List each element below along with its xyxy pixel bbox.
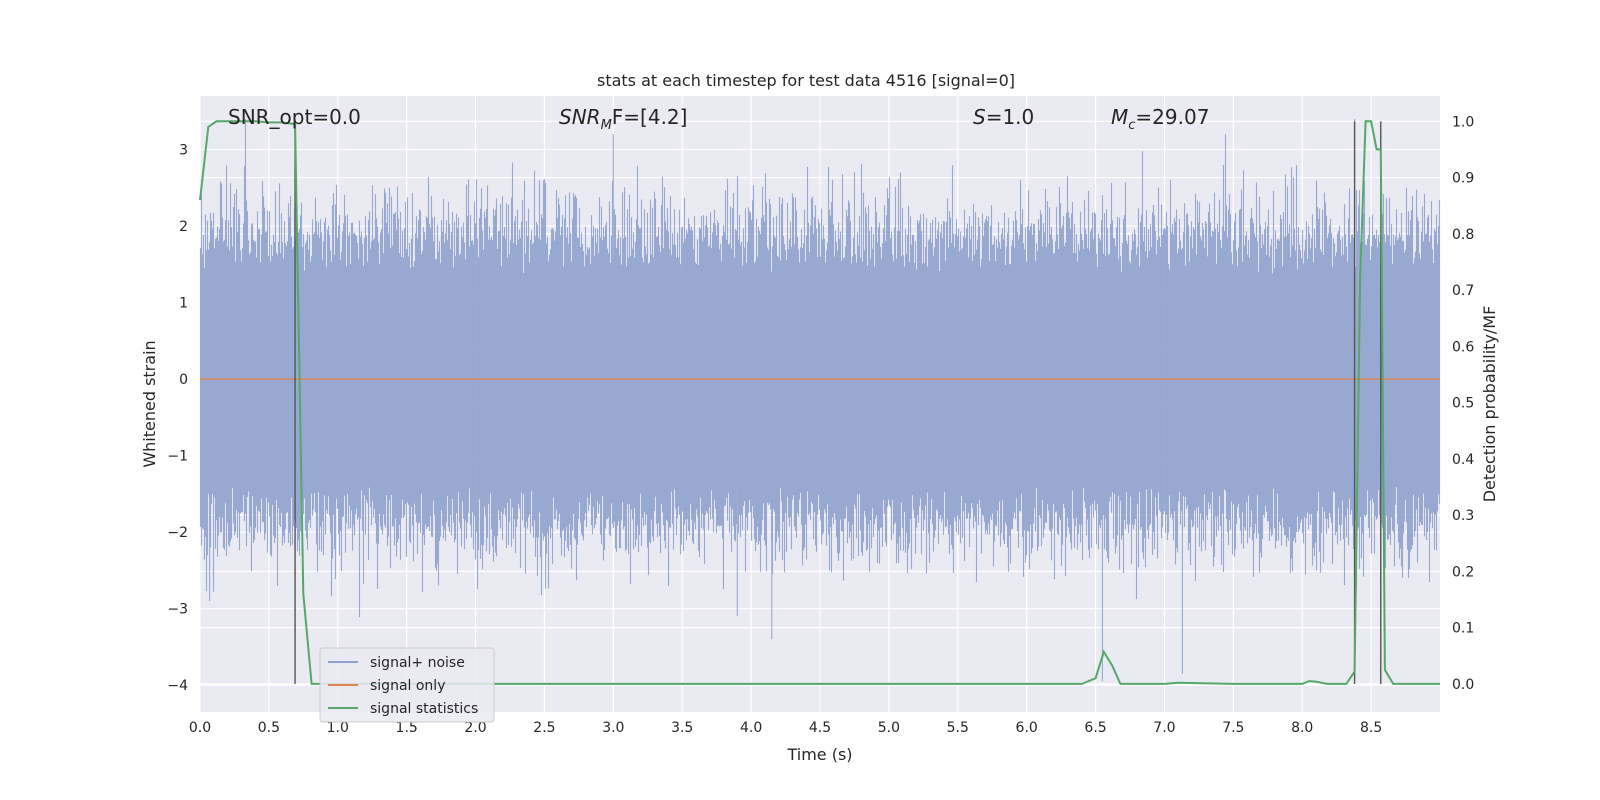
annotation-snr-opt: SNR_opt=0.0 (228, 105, 361, 129)
y2-tick-label: 0.6 (1452, 339, 1474, 355)
legend-label-signal: signal only (370, 678, 445, 694)
y-tick-label: −1 (167, 449, 188, 465)
legend-label-noise: signal+ noise (370, 655, 465, 671)
y2-axis-label: Detection probability/MF (1480, 306, 1499, 503)
legend-label-stats: signal statistics (370, 701, 478, 717)
annotation-mc-base: M (1111, 105, 1128, 129)
y2-tick-label: 0.4 (1452, 452, 1474, 468)
y2-tick-label: 0.1 (1452, 621, 1474, 637)
y-tick-label: 1 (179, 296, 188, 312)
x-tick-label: 3.0 (602, 720, 624, 736)
x-tick-label: 4.0 (740, 720, 762, 736)
signal-statistics-series (199, 120, 1440, 685)
y-tick-label: −4 (167, 678, 188, 694)
x-tick-label: 4.5 (809, 720, 831, 736)
y-tick-labels: −4 −3 −2 −1 0 1 2 3 (167, 143, 188, 695)
annotation-s-value: =1.0 (986, 105, 1035, 129)
y-tick-label: −3 (167, 602, 188, 618)
x-tick-label: 8.5 (1360, 720, 1382, 736)
x-tick-label: 6.5 (1084, 720, 1106, 736)
legend-box (319, 647, 495, 723)
y-tick-label: 0 (179, 372, 188, 388)
x-tick-label: 0.0 (189, 720, 211, 736)
y2-tick-label: 0.8 (1452, 227, 1474, 243)
legend: signal+ noise signal only signal statist… (319, 647, 495, 723)
annotation-mc: Mc=29.07 (1111, 105, 1209, 133)
annotation-mc-value: =29.07 (1135, 105, 1209, 129)
x-tick-label: 2.5 (533, 720, 555, 736)
x-tick-label: 1.0 (327, 720, 349, 736)
y-tick-label: −2 (167, 525, 188, 541)
annotation-snr-mf-tail: F=[4.2] (612, 105, 688, 129)
y2-tick-label: 0.5 (1452, 396, 1474, 412)
annotation-snr-mf-base: SNR (559, 105, 601, 129)
y2-tick-labels: 0.0 0.1 0.2 0.3 0.4 0.5 0.6 0.7 0.8 0.9 1.0 (1452, 114, 1474, 693)
x-tick-labels: 0.0 0.5 1.0 1.5 2.0 2.5 3.0 3.5 4.0 4.5 5.0 5.5 6.0 6… (189, 720, 1382, 736)
annotation-snr-mf-sub: M (601, 118, 612, 133)
x-tick-label: 8.0 (1291, 720, 1313, 736)
x-tick-label: 7.0 (1153, 720, 1175, 736)
x-tick-label: 2.0 (464, 720, 486, 736)
y-axis-label: Whitened strain (140, 340, 159, 467)
y2-tick-label: 1.0 (1452, 114, 1474, 130)
x-tick-label: 1.5 (396, 720, 418, 736)
annotation-s: S=1.0 (973, 105, 1034, 129)
annotation-s-label: S (973, 105, 986, 129)
annotation-mc-sub: c (1128, 118, 1135, 133)
x-tick-label: 0.5 (258, 720, 280, 736)
x-tick-label: 7.5 (1222, 720, 1244, 736)
chart-title: stats at each timestep for test data 451… (597, 71, 1015, 90)
y-tick-label: 3 (179, 143, 188, 159)
x-tick-label: 6.0 (1016, 720, 1038, 736)
y2-tick-label: 0.9 (1452, 171, 1474, 187)
x-tick-label: 5.0 (878, 720, 900, 736)
x-axis-label: Time (s) (786, 745, 852, 764)
x-tick-label: 5.5 (947, 720, 969, 736)
y2-tick-label: 0.7 (1452, 283, 1474, 299)
y2-tick-label: 0.3 (1452, 508, 1474, 524)
annotation-snr-mf: SNRMF=[4.2] (559, 105, 687, 133)
y-tick-label: 2 (179, 219, 188, 235)
x-tick-label: 3.5 (671, 720, 693, 736)
y2-tick-label: 0.0 (1452, 677, 1474, 693)
y2-tick-label: 0.2 (1452, 564, 1474, 580)
